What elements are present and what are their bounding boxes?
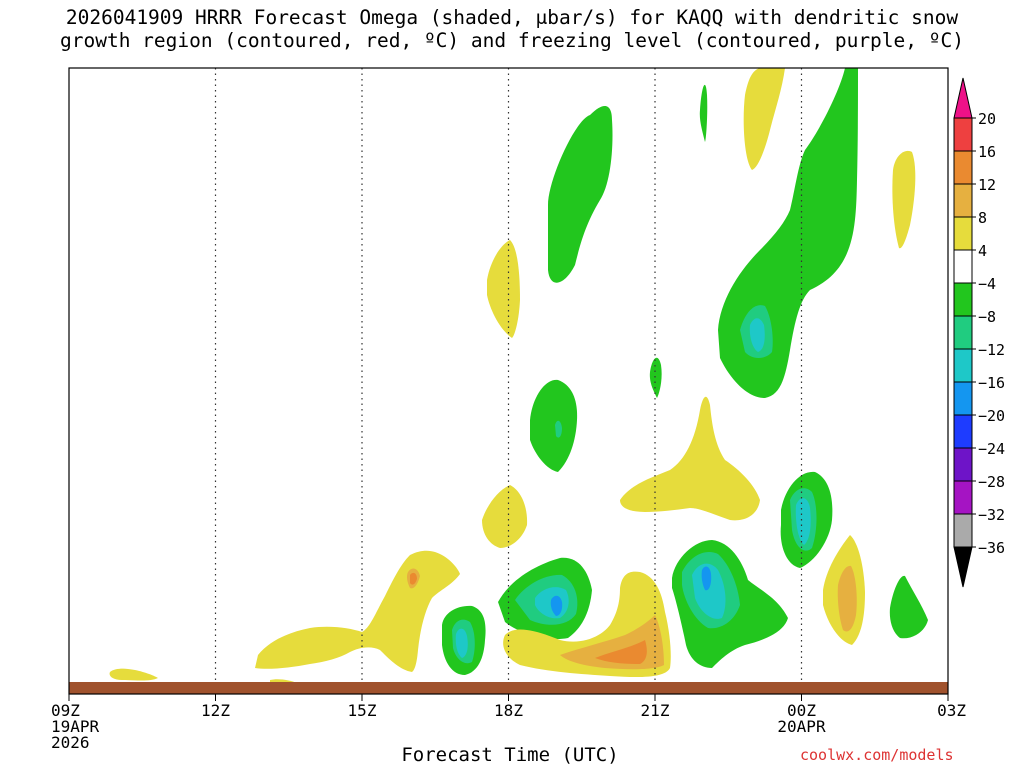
colorbar-swatch [953, 282, 973, 317]
credit-link[interactable]: coolwx.com/models [800, 746, 954, 764]
omega-region-max-upward [550, 595, 563, 616]
omega-region-downward [620, 396, 760, 521]
omega-region-upward [889, 575, 928, 639]
x-tick-sublabel: 20APR [777, 717, 826, 736]
omega-region-upward [649, 357, 662, 398]
omega-region-max-upward [701, 566, 712, 591]
colorbar-label: −32 [978, 506, 1005, 524]
colorbar-label: −8 [978, 308, 996, 326]
colorbar-label: −28 [978, 473, 1005, 491]
x-tick-sublabel: 19APR [51, 717, 100, 736]
colorbar-swatch [953, 183, 973, 218]
colorbar-arrow-top [953, 77, 973, 119]
colorbar-label: −36 [978, 539, 1005, 557]
omega-region-strong-upward [455, 628, 468, 658]
colorbar-swatch [953, 117, 973, 152]
colorbar-label: 20 [978, 110, 996, 128]
colorbar-label: −24 [978, 440, 1005, 458]
omega-region-upward [530, 379, 578, 472]
chart-title: 2026041909 HRRR Forecast Omega (shaded, … [0, 6, 1024, 52]
omega-region-strong-upward [692, 563, 726, 619]
x-tick-label: 12Z [201, 701, 230, 720]
x-tick-sublabel: 2026 [51, 733, 90, 752]
colorbar-swatch [953, 315, 973, 350]
colorbar-label: −20 [978, 407, 1005, 425]
colorbar-swatch [953, 150, 973, 185]
colorbar-label: −4 [978, 275, 996, 293]
omega-region-strong-upward [795, 498, 811, 545]
x-tick-label: 09Z [51, 701, 80, 720]
colorbar-label: 16 [978, 143, 996, 161]
omega-region-downward [255, 550, 460, 672]
colorbar-swatch [953, 216, 973, 251]
colorbar-swatch [953, 513, 973, 548]
x-axis-label: Forecast Time (UTC) [401, 744, 619, 766]
colorbar-swatch [953, 381, 973, 416]
x-tick-label: 00Z [787, 701, 816, 720]
colorbar-arrow-bottom [953, 546, 973, 588]
omega-region-strong-upward [555, 420, 562, 438]
ground-surface [69, 682, 948, 694]
x-tick-label: 15Z [348, 701, 377, 720]
omega-region-strong-downward [837, 565, 857, 632]
colorbar-swatch [953, 249, 973, 284]
colorbar-label: 8 [978, 209, 987, 227]
omega-region-upward [699, 84, 708, 142]
colorbar: 20 16 12 8 4 −4 −8 −12 −16 −20 −24 −28 −32 −36 [953, 77, 1005, 588]
colorbar-label: 4 [978, 242, 987, 260]
chart-title-line-2: growth region (contoured, red, ºC) and f… [60, 29, 964, 52]
colorbar-swatch [953, 447, 973, 482]
omega-region-downward [482, 485, 528, 548]
colorbar-label: −16 [978, 374, 1005, 392]
x-tick-label: 03Z [937, 701, 966, 720]
omega-region-downward [109, 668, 158, 681]
omega-region-strong-downward [595, 640, 647, 664]
omega-region-downward [892, 150, 916, 249]
omega-region-downward [487, 240, 520, 338]
omega-region-downward [743, 68, 785, 170]
omega-region-upward [718, 68, 858, 398]
omega-shading [109, 68, 928, 686]
colorbar-label: −12 [978, 341, 1005, 359]
x-tick-label: 18Z [494, 701, 523, 720]
x-tick-label: 21Z [641, 701, 670, 720]
omega-region-strong-downward [410, 572, 417, 585]
colorbar-swatch [953, 480, 973, 515]
omega-region-strong-upward [749, 318, 765, 352]
colorbar-swatch [953, 414, 973, 449]
omega-region-upward [548, 105, 613, 283]
colorbar-label: 12 [978, 176, 996, 194]
chart-title-line-1: 2026041909 HRRR Forecast Omega (shaded, … [65, 6, 959, 29]
colorbar-swatch [953, 348, 973, 383]
